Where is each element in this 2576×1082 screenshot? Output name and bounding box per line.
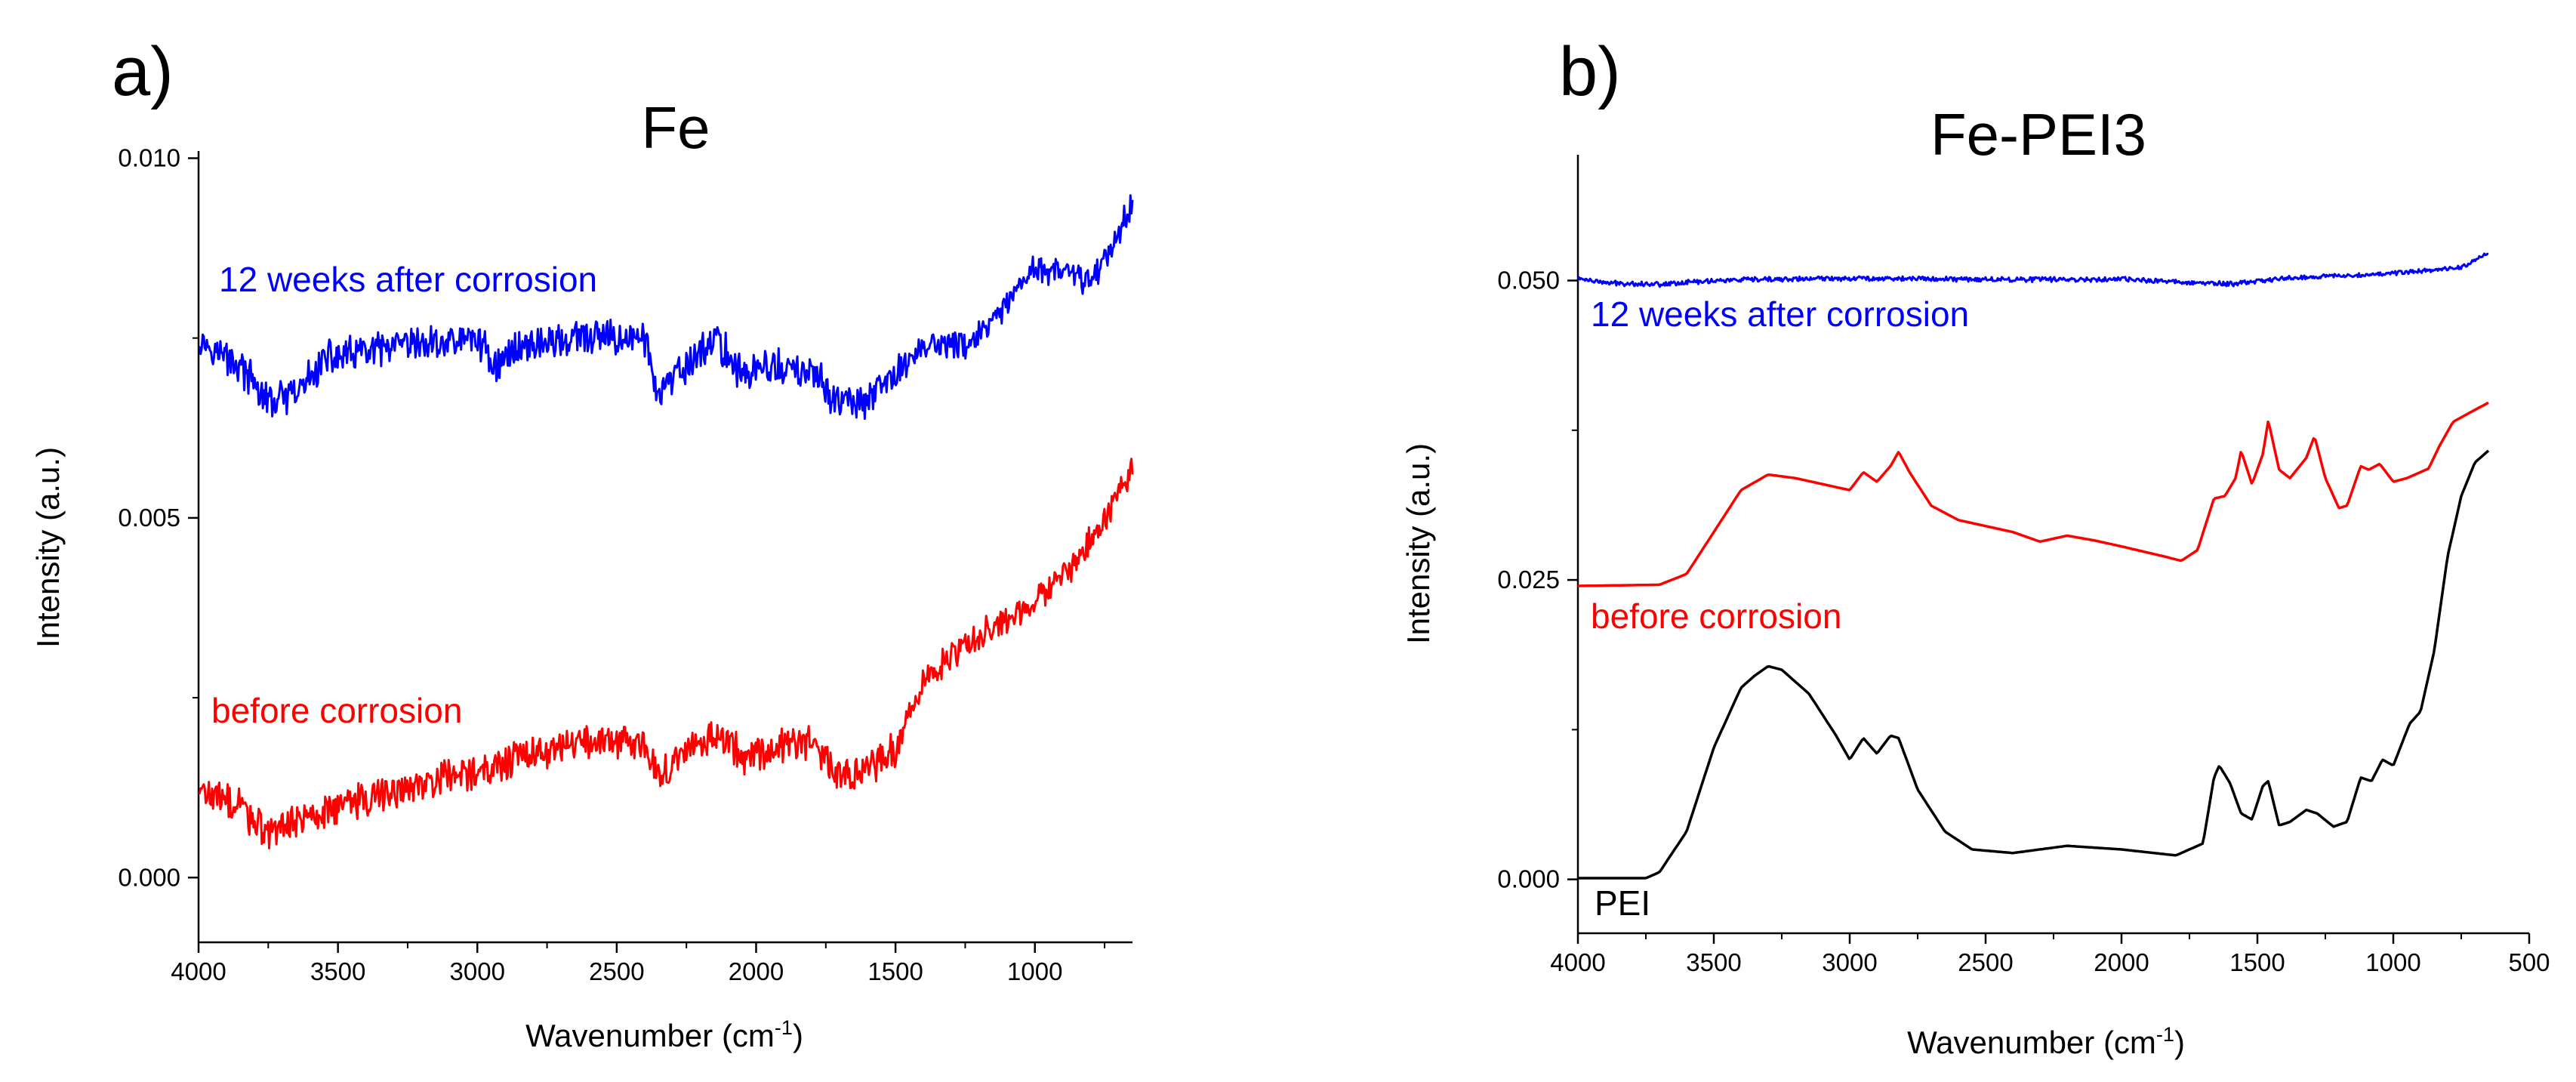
panel-a-x-tick-label: 3500 (310, 957, 365, 985)
panel-a-y-tick-label: 0.000 (118, 863, 180, 891)
panel-a-xlabel: Wavenumber (cm-1) (525, 1016, 803, 1053)
panel-a-y-tick-label: 0.010 (118, 144, 180, 172)
panel-b-y-tick-label: 0.000 (1497, 865, 1560, 893)
panel-b-x-tick-label: 3500 (1686, 948, 1741, 976)
panel-b-x-tick-label: 500 (2508, 948, 2550, 976)
panel-b-x-tick-label: 3000 (1822, 948, 1877, 976)
panel-a-x-tick-label: 1000 (1007, 957, 1062, 985)
panel-b-x-tick-label: 1500 (2229, 948, 2285, 976)
panel-b-series-pei (1578, 449, 2490, 880)
panel-a-ylabel: Intensity (a.u.) (30, 447, 66, 648)
panel-b-label-12-weeks: 12 weeks after corrosion (1591, 294, 1969, 334)
panel-a-label-12-weeks: 12 weeks after corrosion (219, 260, 597, 299)
panel-a-series-12-weeks-after-corrosion (198, 194, 1134, 421)
panel-b-title: Fe-PEI3 (1930, 101, 2146, 168)
panel-a-x-tick-label: 4000 (171, 957, 226, 985)
panel-b-x-tick-label: 2000 (2094, 948, 2149, 976)
panel-b-y-tick-label: 0.050 (1497, 267, 1560, 294)
panel-b: b) Fe-PEI3 4000 3500 3000 2500 2000 1500 1000 5… (1400, 33, 2550, 1060)
panel-a-series-before-corrosion (198, 458, 1134, 849)
panel-b-series-12-weeks-after-corrosion (1576, 252, 2489, 288)
panel-a-x-tick-label: 2500 (589, 957, 644, 985)
panel-b-ylabel: Intensity (a.u.) (1400, 443, 1436, 644)
panel-a-label-before-corrosion: before corrosion (211, 691, 462, 730)
panel-b-label: b) (1559, 33, 1621, 110)
panel-a-x-tick-label: 3000 (450, 957, 505, 985)
panel-b-x-tick-label: 2500 (1958, 948, 2013, 976)
panel-b-series-before-corrosion (1578, 401, 2489, 587)
panel-a-label: a) (112, 33, 174, 110)
panel-a-title: Fe (641, 94, 710, 161)
panel-a-x-tick-label: 2000 (729, 957, 784, 985)
panel-a: a) Fe 4000 3500 3000 2500 2000 1500 1000 0.000… (30, 33, 1134, 1053)
panel-b-label-before-corrosion: before corrosion (1591, 596, 1841, 636)
panel-b-y-tick-label: 0.025 (1497, 566, 1560, 593)
panel-b-label-pei: PEI (1595, 883, 1650, 923)
panel-b-x-tick-label: 4000 (1550, 948, 1605, 976)
panel-b-x-tick-label: 1000 (2365, 948, 2420, 976)
panel-a-x-tick-label: 1500 (867, 957, 923, 985)
panel-a-y-tick-label: 0.005 (118, 504, 180, 532)
panel-b-xlabel: Wavenumber (cm-1) (1907, 1023, 2185, 1060)
